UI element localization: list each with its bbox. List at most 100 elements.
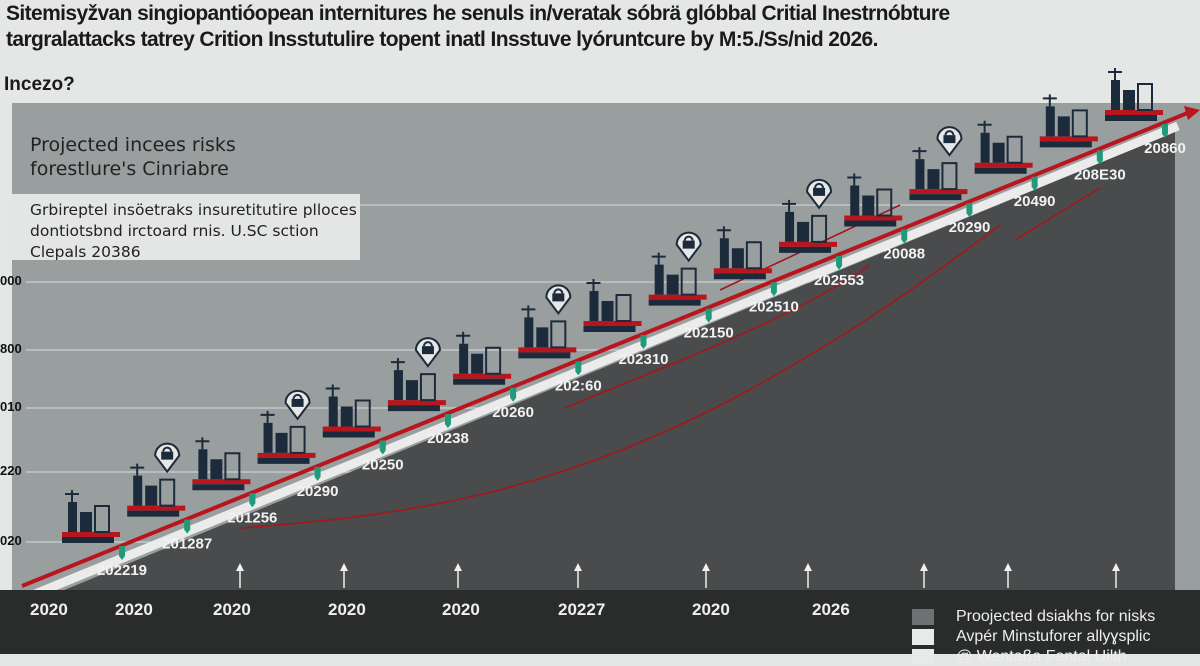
- point-label: 202150: [684, 325, 734, 342]
- point-marker: [379, 440, 386, 455]
- note-line: dontiotsbnd irctoard rnis. U.SC sction: [30, 222, 319, 240]
- data-point: 202310: [583, 279, 669, 368]
- data-point: 20290: [257, 389, 338, 500]
- chart-title-line2: targralattacks tatrey Crition Insstutuli…: [6, 28, 878, 51]
- point-label: 202553: [814, 272, 864, 289]
- point-label: 20238: [427, 430, 469, 447]
- x-tick-label: 2020: [30, 600, 68, 619]
- point-label: 202219: [97, 562, 147, 579]
- point-marker: [444, 414, 451, 429]
- power-plant-icon: [713, 226, 772, 280]
- note-line: Grbireptel insöetraks insuretitutire pll…: [30, 201, 357, 219]
- point-marker: [770, 282, 777, 297]
- point-marker: [966, 203, 973, 218]
- y-tick-label: 220: [0, 463, 22, 478]
- factory-icon: [192, 437, 251, 491]
- up-arrow-icon: [340, 563, 348, 588]
- lock-pin-icon: [806, 178, 833, 210]
- point-marker: [575, 361, 582, 376]
- point-label: 201256: [227, 509, 277, 526]
- risk-arrow-1: [239, 224, 1001, 529]
- factory-icon: [844, 173, 903, 227]
- trend-band-white: [28, 121, 1180, 601]
- point-label: 20860: [1144, 140, 1186, 157]
- data-point: 202553: [779, 178, 864, 289]
- data-point: 20490: [974, 120, 1056, 210]
- lock-pin-icon: [545, 284, 572, 316]
- data-point: 202219: [62, 490, 147, 579]
- risk-arrow-3: [1014, 187, 1101, 241]
- point-label: 20490: [1014, 193, 1056, 210]
- wind-turbine-icon: [974, 120, 1033, 174]
- up-arrow-icon: [1004, 563, 1012, 588]
- legend-item: @ Wentaßa Fantal Uilth: [912, 648, 1127, 666]
- point-label: 202:60: [555, 377, 602, 394]
- lower-wedge: [40, 132, 1175, 600]
- panel-subtitle-1: Projected incees risks: [30, 134, 236, 156]
- note-box: Grbireptel insöetraks insuretitutire pll…: [12, 194, 360, 261]
- x-tick-label: 2020: [213, 600, 251, 619]
- y-tick-label: 800: [0, 341, 22, 356]
- legend-swatch: [912, 649, 934, 665]
- x-tick-label: 2020: [692, 600, 730, 619]
- up-arrow-icon: [1112, 563, 1120, 588]
- up-arrow-icon: [236, 563, 244, 588]
- point-label: 208E30: [1074, 166, 1126, 183]
- trend-line-red: [21, 110, 1191, 588]
- up-arrows: [236, 563, 1120, 588]
- up-arrow-icon: [804, 563, 812, 588]
- data-points: 202219 201287 201256 20290 20250 20238 20260 20…: [62, 68, 1186, 579]
- data-point: 20088: [844, 173, 925, 263]
- point-marker: [119, 546, 125, 560]
- x-tick-label: 20227: [558, 600, 606, 619]
- legend-label: @ Wentaßa Fantal Uilth: [956, 648, 1127, 665]
- power-plant-icon: [387, 358, 446, 412]
- legend-label: Avpér Minstuforer allyɣsplic: [956, 628, 1151, 645]
- lock-pin-icon: [675, 231, 702, 263]
- risk-arrow-2: [564, 264, 871, 409]
- question-label: Incezo?: [4, 74, 75, 95]
- data-point: 20860: [1105, 68, 1186, 157]
- data-point: 201287: [127, 442, 212, 553]
- x-tick-label: 2020: [115, 600, 153, 619]
- point-marker: [1162, 124, 1168, 138]
- power-plant-icon: [62, 490, 120, 543]
- legend-item: Avpér Minstuforer allyɣsplic: [912, 628, 1150, 646]
- point-label: 20088: [883, 246, 925, 263]
- lock-pin-icon: [127, 463, 186, 517]
- up-arrow-icon: [920, 563, 928, 588]
- point-label: 201287: [162, 536, 212, 553]
- lock-pin-icon: [284, 389, 311, 421]
- x-tick-label: 2020: [328, 600, 366, 619]
- data-point: 20290: [909, 126, 990, 236]
- legend-item: Proojected dsiakhs for nisks: [912, 608, 1155, 626]
- legend-swatch: [912, 609, 934, 625]
- point-marker: [249, 493, 256, 508]
- panel-subtitle-2: forestlure's Cinriabre: [30, 158, 229, 180]
- building-icon: [909, 147, 968, 201]
- up-arrow-icon: [574, 563, 582, 588]
- data-point: 202150: [648, 231, 734, 342]
- lock-pin-icon: [1105, 68, 1163, 121]
- trend-arrowhead: [1184, 106, 1200, 120]
- up-arrow-icon: [702, 563, 710, 588]
- point-marker: [184, 519, 191, 534]
- data-point: 202:60: [518, 284, 602, 394]
- lock-pin-icon: [414, 337, 441, 368]
- data-point: 20260: [453, 331, 534, 421]
- building-icon: [583, 279, 642, 332]
- point-marker: [836, 255, 843, 270]
- x-tick-label: 2026: [812, 600, 850, 619]
- point-marker: [901, 229, 908, 244]
- wind-turbine-icon: [322, 384, 381, 438]
- data-point: 20238: [387, 337, 469, 447]
- y-tick-label: 010: [0, 399, 22, 414]
- point-marker: [1031, 176, 1038, 191]
- y-tick-label: 020: [0, 533, 22, 548]
- data-point: 202510: [713, 226, 799, 315]
- chart-title-line1: Sitemisyžvan singiopantióopean internitu…: [6, 2, 950, 25]
- point-marker: [640, 335, 647, 349]
- factory-icon: [518, 305, 577, 359]
- point-marker: [510, 387, 517, 402]
